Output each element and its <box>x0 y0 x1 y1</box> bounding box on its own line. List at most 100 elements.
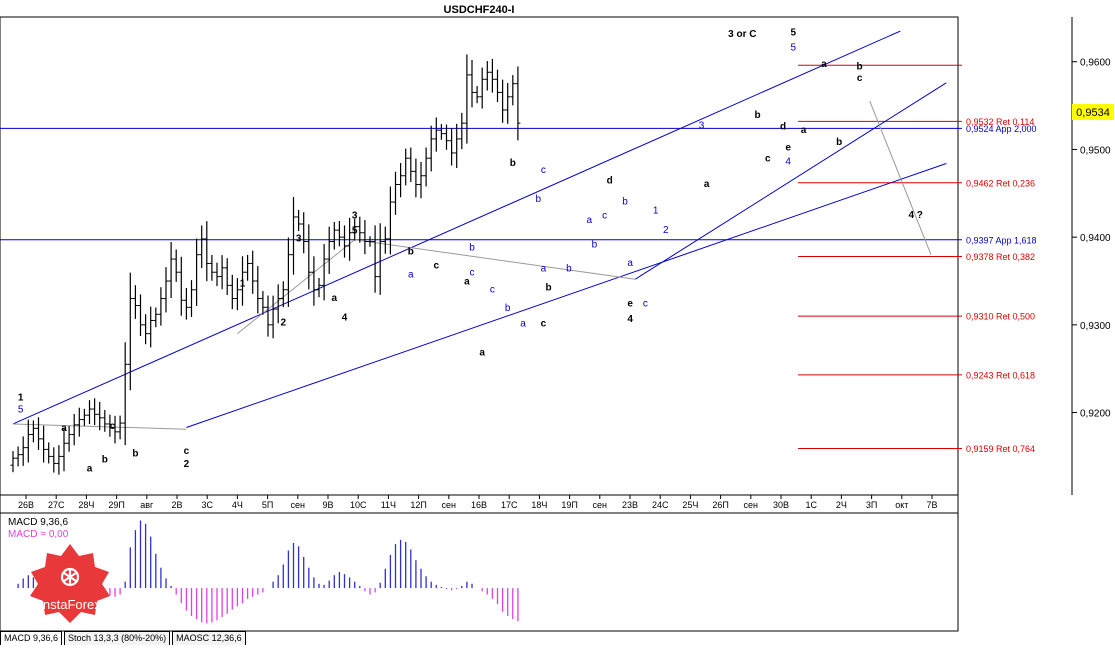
time-tick-label: 4Ч <box>232 500 243 510</box>
time-tick-label: 25Ч <box>682 500 698 510</box>
wave-label-blue: c <box>541 165 546 176</box>
fib-level-label: 0,9243 Ret 0,618 <box>966 370 1035 380</box>
wave-label-black: b <box>836 137 842 148</box>
wave-label-black: b <box>408 247 414 258</box>
wave-label-black: 4 <box>627 314 633 325</box>
current-price-box: 0,9534 <box>1072 104 1114 120</box>
wave-label-blue: 3 <box>699 120 705 131</box>
time-tick-label: 29П <box>108 500 124 510</box>
trend-channels <box>12 30 947 430</box>
price-axis: 0,9600 0,9500 0,9400 0,9300 0,9200 <box>1072 58 1111 420</box>
channel-line <box>12 30 901 425</box>
wave-label-black: c <box>857 73 863 84</box>
tab-stoch[interactable]: Stoch 13,3,3 (80%-20%) <box>64 631 171 645</box>
fib-level-label: 0,9159 Ret 0,764 <box>966 444 1035 454</box>
time-tick-label: 19П <box>561 500 577 510</box>
time-tick-label: 2В <box>171 500 182 510</box>
time-tick-label: 3П <box>866 500 877 510</box>
channel-line <box>634 82 947 280</box>
price-tick-label: 0,9400 <box>1080 233 1111 244</box>
time-tick-label: 11Ч <box>381 500 396 510</box>
wave-label-black: 3 <box>352 211 358 222</box>
wave-label-black: 4 <box>342 312 348 323</box>
wave-label-blue: a <box>587 215 593 226</box>
wave-label-black: d <box>780 121 786 132</box>
time-tick-label: окт <box>895 500 908 510</box>
price-tick-label: 0,9200 <box>1080 409 1111 420</box>
fib-level-label: 0,9310 Ret 0,500 <box>966 312 1035 322</box>
tab-macd[interactable]: MACD 9,36,6 <box>0 631 63 645</box>
channel-line <box>186 162 947 428</box>
wave-label-black: a <box>61 423 67 434</box>
tab-maosc[interactable]: MAOSC 12,36,6 <box>172 631 246 645</box>
time-tick-label: 23В <box>622 500 638 510</box>
wave-label-black: a <box>801 125 807 136</box>
wave-label-blue: b <box>505 303 511 314</box>
price-tick-label: 0,9500 <box>1080 145 1111 156</box>
wave-label-black: 3 or C <box>728 29 756 40</box>
current-price-label: 0,9534 <box>1076 107 1110 119</box>
time-tick-label: сен <box>593 500 608 510</box>
fib-levels: 0,9532 Ret 0,114 0,9462 Ret 0,236 0,9378 R… <box>0 64 1037 454</box>
wave-label-black: 4 ? <box>908 210 922 221</box>
chart-title: USDCHF240-I <box>444 4 515 16</box>
wave-label-blue: c <box>602 211 607 222</box>
time-tick-label: 30В <box>773 500 789 510</box>
instaforex-brand-text: InstaForex <box>39 597 101 612</box>
wave-label-blue: 1 <box>653 205 659 216</box>
fib-level-label: 0,9378 Ret 0,382 <box>966 252 1035 262</box>
wave-label-blue: c <box>490 284 495 295</box>
time-tick-label: 7В <box>926 500 937 510</box>
wave-label-black: 3 <box>296 234 302 245</box>
wave-label-black: b <box>857 62 863 73</box>
wave-label-blue: b <box>536 194 542 205</box>
wave-label-blue: 2 <box>663 225 669 236</box>
wave-label-blue: b <box>592 240 598 251</box>
time-tick-label: 27С <box>48 500 65 510</box>
wave-label-blue: b <box>622 197 628 208</box>
wave-label-black: c <box>110 421 116 432</box>
time-tick-label: 9В <box>322 500 333 510</box>
wave-label-black: d <box>607 176 613 187</box>
time-tick-label: сен <box>744 500 759 510</box>
time-tick-label: 24С <box>652 500 669 510</box>
wave-label-black: e <box>627 298 633 309</box>
wave-guide-line <box>237 239 356 335</box>
time-axis: 26В 27С 28Ч 29П авг 2В 3С 4Ч 5П сен 9В 10С 11Ч 12П сен… <box>18 495 938 510</box>
wave-label-black: a <box>332 293 338 304</box>
wave-label-black: b <box>545 283 551 294</box>
time-tick-label: авг <box>140 500 154 510</box>
wave-label-black: b <box>755 110 761 121</box>
wave-label-black: a <box>464 277 470 288</box>
wave-label-blue: a <box>408 269 414 280</box>
wave-label-black: a <box>704 179 710 190</box>
wave-label-black: 2 <box>184 459 190 470</box>
time-tick-label: 12П <box>410 500 426 510</box>
wave-label-blue: a <box>627 258 633 269</box>
wave-label-black: 5 <box>791 27 797 38</box>
wave-label-blue: 5 <box>791 42 797 53</box>
wave-guide-line <box>869 101 932 255</box>
wave-label-black: c <box>765 154 771 165</box>
wave-label-black: 1 <box>18 392 24 403</box>
wave-label-blue: a <box>520 319 526 330</box>
time-tick-label: 17С <box>501 500 518 510</box>
macd-signal-text: MACD = 0,00 <box>8 529 69 540</box>
wave-label-black: 1 <box>240 278 246 289</box>
indicator-tab-bar: MACD 9,36,6 Stoch 13,3,3 (80%-20%) MAOSC… <box>0 631 246 645</box>
macd-signal-label: MACD = 0,00 <box>8 529 69 540</box>
price-bars <box>10 54 521 475</box>
wave-label-black: a <box>821 59 827 70</box>
wave-label-black: 5 <box>352 226 358 237</box>
time-tick-label: 16В <box>471 500 487 510</box>
fib-level-label: 0,9532 Ret 0,114 <box>966 117 1034 127</box>
wave-label-black: b <box>102 455 108 466</box>
instaforex-logo: InstaForex <box>30 544 110 623</box>
time-tick-label: 26В <box>18 500 34 510</box>
time-tick-label: сен <box>442 500 457 510</box>
wave-label-black: b <box>132 448 138 459</box>
wave-label-black: c <box>434 261 440 272</box>
wave-label-blue: a <box>541 263 547 274</box>
wave-label-black: b <box>510 158 516 169</box>
